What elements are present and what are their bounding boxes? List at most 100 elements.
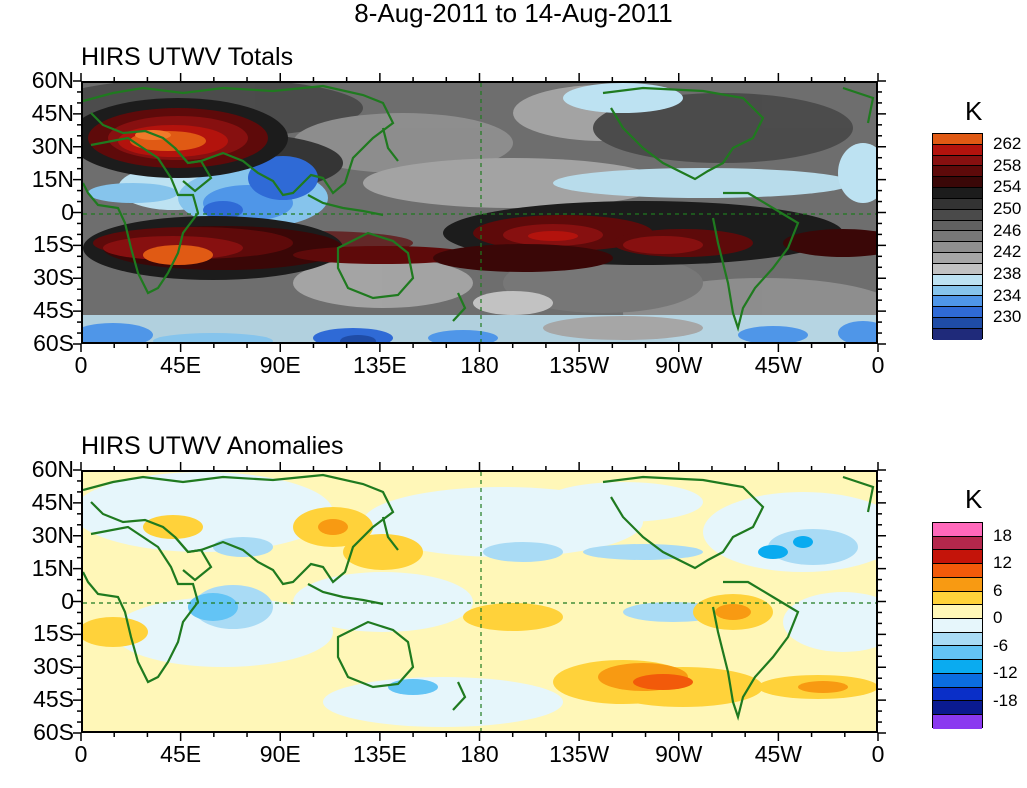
colorbar-label: 238 [993, 263, 1022, 283]
field-region [293, 572, 473, 632]
colorbar-label: -12 [993, 663, 1018, 683]
colorbar-label: 258 [993, 155, 1022, 175]
colorbar-swatch [933, 646, 982, 661]
field-region [153, 333, 273, 342]
lon-tick-label: 0 [871, 352, 885, 378]
lat-tick-label: 15N [31, 165, 74, 192]
lon-tick-label: 45W [754, 352, 803, 378]
field-region [433, 244, 613, 272]
coastline-nz [452, 681, 467, 711]
colorbar-swatch [933, 591, 982, 606]
axis-ticks [73, 462, 886, 741]
colorbar-label: 230 [993, 307, 1022, 327]
totals-panel-title: HIRS UTWV Totals [81, 43, 294, 71]
colorbar-label: -6 [993, 635, 1009, 655]
coastline-maritime [307, 583, 384, 606]
coastlines [83, 84, 875, 332]
colorbar-swatch [933, 701, 982, 716]
axis-ticks [73, 73, 886, 352]
lon-tick-label: 0 [74, 741, 88, 767]
colorbar-swatch [933, 660, 982, 674]
colorbar-label: 254 [993, 177, 1022, 197]
field-region [323, 677, 563, 727]
anomalies-panel-title: HIRS UTWV Anomalies [81, 432, 344, 460]
lon-tick-label: 0 [871, 741, 885, 767]
field-region [543, 316, 703, 340]
colorbar-swatch [933, 673, 982, 688]
field-region [738, 326, 808, 342]
main-title: 8-Aug-2011 to 14-Aug-2011 [354, 0, 673, 28]
coastline-australia [336, 231, 415, 300]
field-region [188, 593, 238, 621]
lat-tick-label: 15S [33, 231, 74, 258]
field-region [483, 542, 563, 562]
lat-tick-label: 15N [31, 554, 74, 581]
lon-tick-label: 45E [160, 352, 202, 378]
lat-tick-label: 45N [31, 488, 74, 515]
field-region [473, 291, 553, 315]
field-region [113, 597, 333, 667]
colorbar-label: 250 [993, 198, 1022, 218]
colorbar-swatch [933, 274, 982, 286]
coastline-maritime [307, 194, 384, 217]
field-region [293, 258, 473, 308]
colorbar-swatch [933, 523, 982, 537]
lat-tick-label: 60S [33, 719, 74, 745]
totals-field [83, 83, 876, 342]
colorbar-swatch [933, 536, 982, 551]
field-region [363, 158, 663, 208]
lat-tick-label: 60N [31, 456, 74, 482]
coastline-africa [83, 136, 200, 295]
field-region [213, 537, 273, 557]
field-region [543, 482, 703, 522]
totals-map [81, 81, 878, 344]
field-region [143, 515, 203, 539]
colorbar-swatch [933, 715, 982, 729]
coastline-north-america [602, 475, 765, 570]
lon-tick-label: 135E [353, 352, 407, 378]
colorbar-swatch [933, 220, 982, 232]
coastlines [83, 473, 875, 721]
field-region [768, 529, 858, 565]
colorbar-swatch [933, 605, 982, 620]
field-region [758, 545, 788, 559]
coastline-eurasia [83, 84, 395, 197]
colorbar-swatch [933, 619, 982, 633]
field-region [528, 231, 578, 241]
coastline-north-america [602, 86, 765, 181]
lat-tick-label: 0 [61, 198, 74, 225]
colorbar-swatch [933, 144, 982, 156]
lat-tick-label: 45S [33, 686, 74, 713]
coastline-japan [381, 516, 399, 551]
colorbar-swatch [933, 687, 982, 702]
colorbar-label: 18 [993, 525, 1012, 545]
colorbar-label: 6 [993, 580, 1003, 600]
lat-tick-label: 30N [31, 521, 74, 548]
anomalies-field [83, 472, 876, 731]
lon-tick-label: 180 [460, 741, 499, 767]
lat-tick-label: 15S [33, 620, 74, 647]
lat-tick-label: 30S [33, 653, 74, 680]
field-region [838, 321, 876, 342]
field-region [593, 93, 853, 163]
lon-tick-label: 90E [259, 741, 301, 767]
lon-tick-label: 45E [160, 741, 202, 767]
colorbar-swatch [933, 242, 982, 254]
colorbar-swatch [933, 296, 982, 308]
colorbar-swatch [933, 231, 982, 243]
colorbar-swatch [933, 307, 982, 319]
lon-tick-label: 45W [754, 741, 803, 767]
lon-tick-label: 180 [460, 352, 499, 378]
field-region [88, 183, 178, 203]
lon-tick-label: 90E [259, 352, 301, 378]
field-region [343, 534, 423, 570]
lon-tick-label: 135W [549, 741, 610, 767]
field-region [318, 519, 348, 535]
colorbar-label: 234 [993, 285, 1022, 305]
coastline-arabia [174, 536, 213, 582]
field-region [623, 236, 703, 254]
coastline-africa [83, 525, 200, 684]
field-region [340, 335, 376, 342]
anomalies-map [81, 470, 878, 733]
field-region [715, 604, 751, 620]
